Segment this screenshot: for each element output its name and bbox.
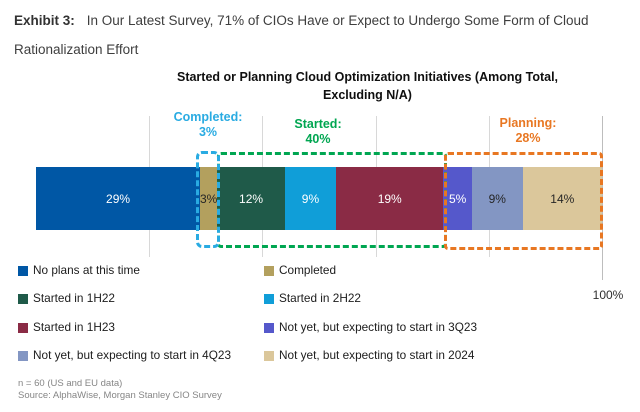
legend-item: Completed xyxy=(264,263,336,278)
exhibit-title-text: In Our Latest Survey, 71% of CIOs Have o… xyxy=(14,13,589,57)
legend-item: Started in 2H22 xyxy=(264,291,361,306)
footer-note: n = 60 (US and EU data) xyxy=(18,378,123,389)
bar-segment-6: 5% xyxy=(443,167,472,230)
legend: No plans at this time Completed Started in… xyxy=(18,263,622,363)
legend-swatch-icon xyxy=(264,265,274,276)
annotation-planning-value: 28% xyxy=(515,130,541,145)
annotation-completed-value: 3% xyxy=(198,124,218,139)
legend-swatch-icon xyxy=(264,293,274,304)
legend-swatch-icon xyxy=(18,350,28,361)
footer-source: Source: AlphaWise, Morgan Stanley CIO Su… xyxy=(18,390,222,402)
bar-segment-1: 29% xyxy=(36,167,201,230)
annotation-completed: Completed: 3% xyxy=(158,110,258,139)
legend-label: Not yet, but expecting to start in 3Q23 xyxy=(279,320,478,334)
annotation-started-value: 40% xyxy=(305,131,331,146)
legend-label: Started in 2H22 xyxy=(279,291,361,305)
legend-label: Completed xyxy=(279,263,337,277)
legend-item: Started in 1H23 xyxy=(18,320,115,335)
bar-segment-8: 14% xyxy=(522,167,602,230)
legend-swatch-icon xyxy=(18,322,28,333)
bar-segment-value: 29% xyxy=(106,191,131,206)
chart-title-line1: Started or Planning Cloud Optimization I… xyxy=(176,70,559,84)
group-box-completed xyxy=(196,151,220,248)
exhibit-header: Exhibit 3: In Our Latest Survey, 71% of C… xyxy=(14,7,616,64)
legend-label: No plans at this time xyxy=(33,263,140,277)
annotation-completed-label: Completed: xyxy=(173,110,243,124)
bar-segment-value: 9% xyxy=(488,191,506,206)
legend-label: Started in 1H23 xyxy=(33,320,115,334)
bar-segment-value: 3% xyxy=(199,191,218,206)
bar-segment-4: 9% xyxy=(285,167,336,230)
legend-item: Not yet, but expecting to start in 2024 xyxy=(264,348,474,363)
annotation-started-label: Started: xyxy=(294,117,342,131)
legend-swatch-icon xyxy=(18,265,28,276)
annotation-planning-label: Planning: xyxy=(499,116,557,130)
footer: n = 60 (US and EU data) Source: AlphaWis… xyxy=(18,378,222,403)
bar-segment-value: 14% xyxy=(550,191,575,206)
axis-max-label: 100% xyxy=(592,288,624,302)
bar-segment-7: 9% xyxy=(471,167,523,230)
annotation-planning: Planning: 28% xyxy=(478,116,578,145)
legend-item: Started in 1H22 xyxy=(18,291,115,306)
legend-item: No plans at this time xyxy=(18,263,140,278)
legend-swatch-icon xyxy=(264,350,274,361)
legend-item: Not yet, but expecting to start in 4Q23 xyxy=(18,348,231,363)
bar-segment-value: 5% xyxy=(448,191,467,206)
legend-label: Not yet, but expecting to start in 2024 xyxy=(279,348,475,362)
legend-label: Started in 1H22 xyxy=(33,291,115,305)
stacked-bar: 29% 3% 12% 9% 19% 5% 9% 14% xyxy=(36,167,602,230)
annotation-started: Started: 40% xyxy=(268,117,368,146)
bar-segment-value: 9% xyxy=(301,191,320,206)
chart-title-line2: Excluding N/A) xyxy=(323,87,412,102)
legend-swatch-icon xyxy=(18,293,28,304)
legend-label: Not yet, but expecting to start in 4Q23 xyxy=(33,348,232,362)
bar-segment-value: 19% xyxy=(377,191,402,206)
exhibit-label: Exhibit 3: xyxy=(14,13,75,28)
bar-segment-2: 3% xyxy=(200,167,217,230)
bar-segment-5: 19% xyxy=(335,167,444,230)
bar-segment-value: 12% xyxy=(239,191,264,206)
group-box-started xyxy=(217,152,447,248)
bar-segment-3: 12% xyxy=(217,167,285,230)
legend-swatch-icon xyxy=(264,322,274,333)
chart-title: Started or Planning Cloud Optimization I… xyxy=(95,69,640,104)
legend-item: Not yet, but expecting to start in 3Q23 xyxy=(264,320,477,335)
group-box-planning xyxy=(444,152,603,250)
